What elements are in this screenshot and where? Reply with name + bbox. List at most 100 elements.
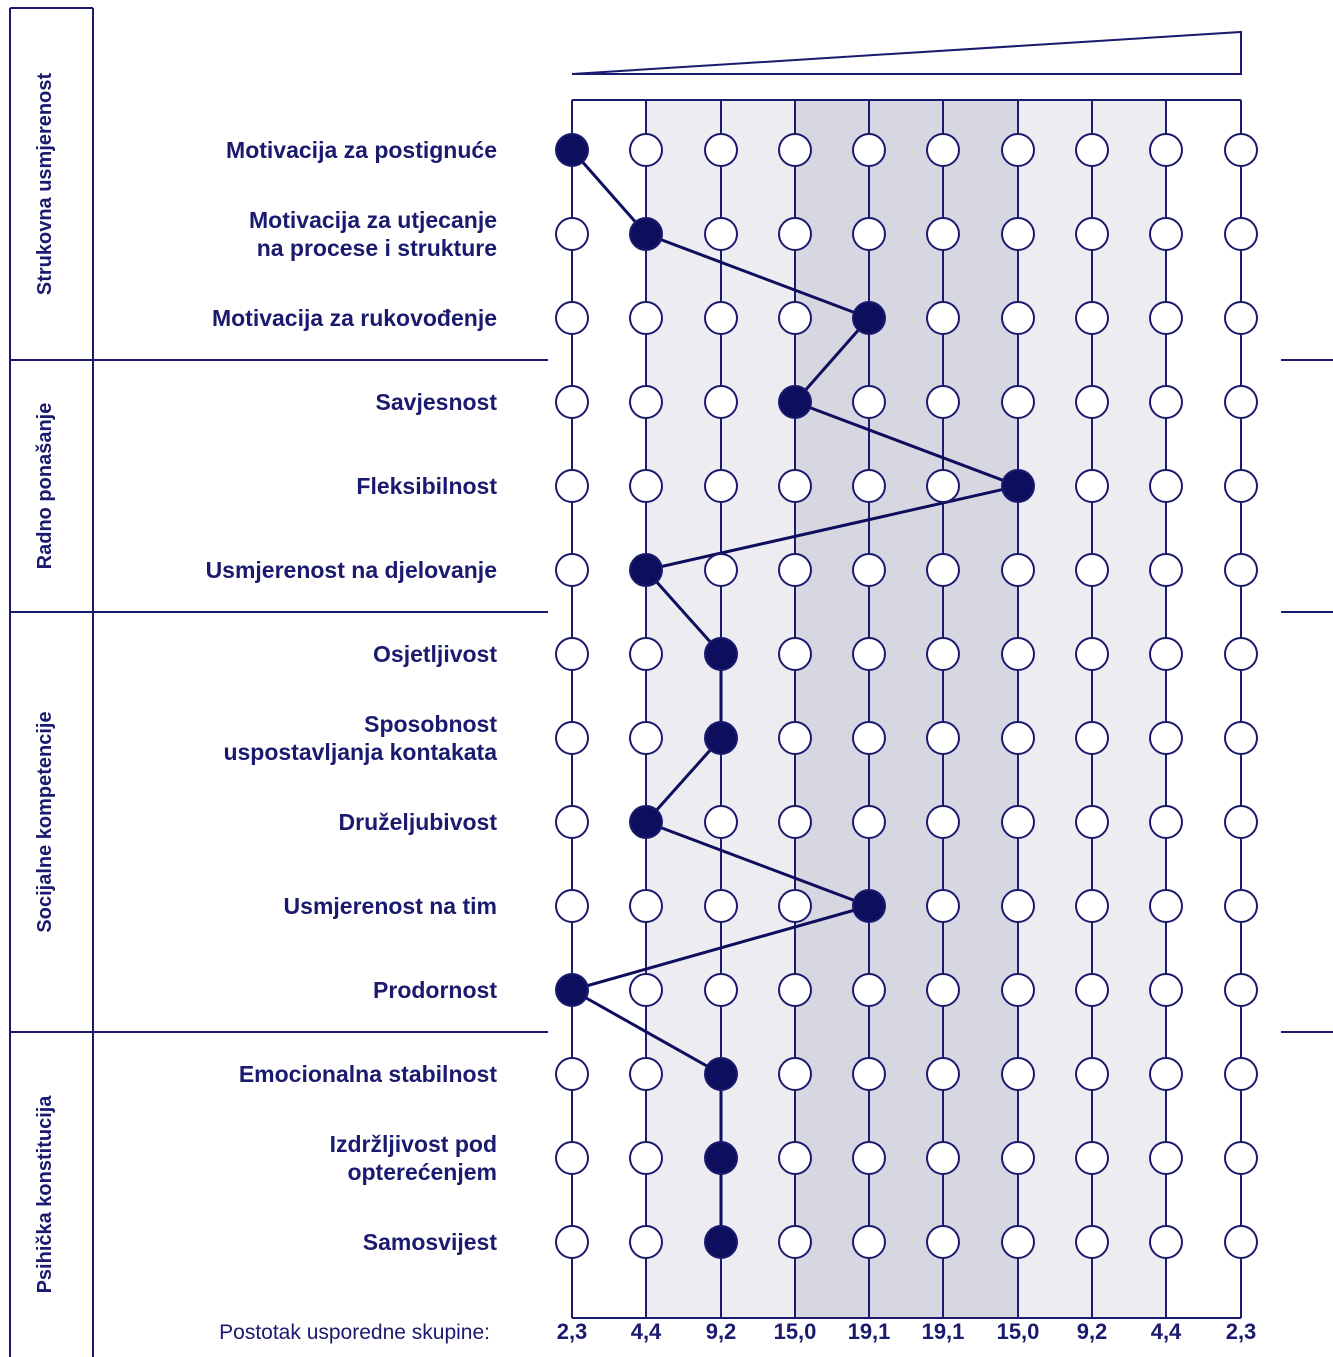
rating-option-dot [555, 301, 589, 335]
rating-option-dot [704, 217, 738, 251]
rating-option-dot [926, 469, 960, 503]
rating-option-dot [1149, 1141, 1183, 1175]
rating-option-dot [1075, 889, 1109, 923]
rating-option-dot [1224, 889, 1258, 923]
rating-option-dot [555, 469, 589, 503]
category-label: Savjesnost [376, 389, 498, 415]
selected-rating-dot [555, 973, 589, 1007]
rating-option-dot [926, 637, 960, 671]
rating-option-dot [778, 889, 812, 923]
selected-rating-dot [704, 1057, 738, 1091]
rating-option-dot [1075, 385, 1109, 419]
category-labels: Motivacija za postignuće Motivacija za ut… [206, 137, 498, 1255]
rating-option-dot [629, 1225, 663, 1259]
category-label-line: Prodornost [373, 977, 497, 1003]
rating-option-dot [1075, 133, 1109, 167]
rating-option-dot [1149, 1057, 1183, 1091]
rating-option-dot [1224, 553, 1258, 587]
rating-option-dot [1001, 301, 1035, 335]
rating-option-dot [778, 217, 812, 251]
rating-option-dot [1075, 721, 1109, 755]
rating-option-dot [1224, 973, 1258, 1007]
rating-option-dot [1001, 973, 1035, 1007]
rating-option-dot [629, 721, 663, 755]
rating-option-dot [704, 889, 738, 923]
category-label: Fleksibilnost [356, 473, 497, 499]
rating-option-dot [629, 637, 663, 671]
rating-option-dot [1224, 301, 1258, 335]
category-label-line: Usmjerenost na djelovanje [206, 557, 497, 583]
rating-option-dot [555, 553, 589, 587]
rating-option-dot [1149, 385, 1183, 419]
x-tick-label: 15,0 [997, 1319, 1040, 1344]
rating-option-dot [926, 973, 960, 1007]
rating-option-dot [926, 721, 960, 755]
group-label: Socijalne kompetencije [34, 711, 56, 932]
rating-option-dot [778, 1057, 812, 1091]
rating-option-dot [555, 1225, 589, 1259]
selected-rating-dot [852, 301, 886, 335]
rating-option-dot [555, 1141, 589, 1175]
x-tick-labels: 2,3 4,4 9,2 15,0 19,1 19,1 15,0 9,2 4,4 2,3 [557, 1319, 1257, 1344]
x-tick-label: 19,1 [848, 1319, 891, 1344]
rating-option-dot [1224, 133, 1258, 167]
group-label: Strukovna usmjerenost [34, 73, 56, 296]
rating-option-dot [1149, 553, 1183, 587]
category-label-line: Usmjerenost na tim [284, 893, 497, 919]
group-label: Radno ponašanje [34, 403, 56, 570]
category-label: Izdržljivost pod opterećenjem [330, 1131, 497, 1185]
rating-option-dot [704, 469, 738, 503]
category-label: Motivacija za utjecanje na procese i stru… [249, 207, 497, 261]
x-tick-label: 9,2 [706, 1319, 737, 1344]
category-label-line: Motivacija za rukovođenje [212, 305, 497, 331]
rating-option-dot [704, 385, 738, 419]
selected-rating-dot [704, 637, 738, 671]
selected-rating-dot [555, 133, 589, 167]
footer-label: Postotak usporedne skupine: [219, 1321, 490, 1344]
rating-option-dot [778, 301, 812, 335]
increasing-scale-wedge [571, 30, 1242, 75]
category-label-line: Izdržljivost pod [330, 1131, 497, 1157]
rating-option-dot [1149, 301, 1183, 335]
rating-option-dot [1001, 637, 1035, 671]
rating-option-dot [1224, 385, 1258, 419]
category-label-line: uspostavljanja kontakata [223, 739, 497, 765]
profile-line [568, 149, 1024, 1242]
selected-rating-dot [629, 553, 663, 587]
rating-option-dot [629, 973, 663, 1007]
rating-option-dot [926, 553, 960, 587]
rating-option-dot [1075, 1225, 1109, 1259]
rating-option-dot [629, 301, 663, 335]
rating-option-dot [778, 721, 812, 755]
rating-option-dot [704, 133, 738, 167]
rating-option-dot [1075, 637, 1109, 671]
rating-option-dot [1224, 721, 1258, 755]
category-label-line: Druželjubivost [339, 809, 498, 835]
category-label-line: Osjetljivost [373, 641, 497, 667]
rating-option-dot [1224, 1225, 1258, 1259]
rating-option-dot [1224, 637, 1258, 671]
x-tick-label: 9,2 [1077, 1319, 1108, 1344]
scale-wedge-shape [571, 30, 1242, 75]
rating-option-dot [555, 637, 589, 671]
x-tick-label: 2,3 [557, 1319, 588, 1344]
rating-option-dot [778, 805, 812, 839]
category-label-line: Motivacija za utjecanje [249, 207, 497, 233]
category-label-line: na procese i strukture [257, 235, 497, 261]
rating-option-dot [1001, 721, 1035, 755]
rating-option-dot [1001, 1141, 1035, 1175]
rating-option-dot [778, 637, 812, 671]
rating-option-dot [926, 1225, 960, 1259]
rating-option-dot [555, 1057, 589, 1091]
rating-option-dot [1001, 217, 1035, 251]
rating-option-dot [1149, 133, 1183, 167]
rating-option-dot [852, 133, 886, 167]
selected-rating-dot [704, 1225, 738, 1259]
rating-option-dot [926, 217, 960, 251]
rating-option-dot [1001, 1057, 1035, 1091]
rating-option-dot [852, 217, 886, 251]
rating-option-dot [1149, 469, 1183, 503]
rating-option-dot [1149, 973, 1183, 1007]
shaded-bands [646, 100, 1166, 1318]
rating-option-dot [1075, 217, 1109, 251]
